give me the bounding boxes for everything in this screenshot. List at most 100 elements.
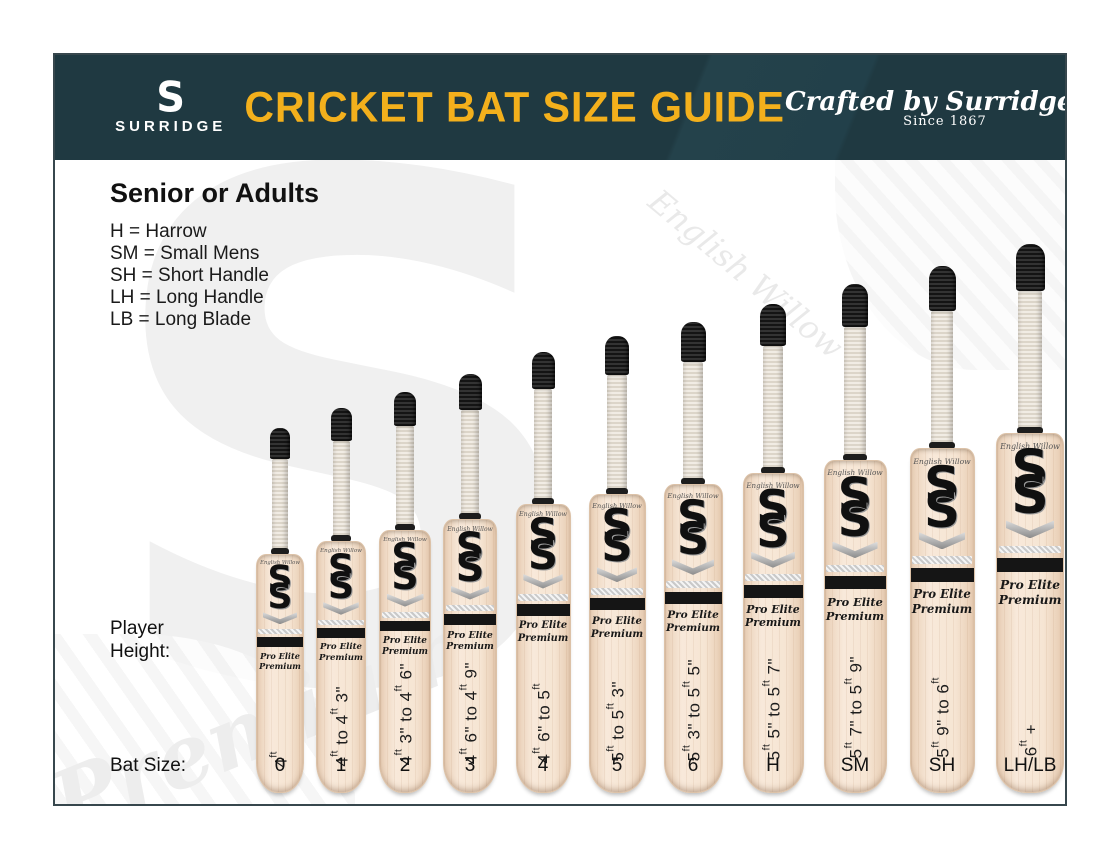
bat-collar <box>394 524 416 531</box>
brand-name: SURRIDGE <box>115 118 227 135</box>
legend-item-long-blade: LB = Long Blade <box>110 309 252 330</box>
bat-handle <box>589 336 646 495</box>
bat-handle <box>743 304 804 474</box>
crafted-script-text: Crafted by Surridge <box>785 86 1067 117</box>
bat-size-label: 2 <box>399 755 411 776</box>
model-name-script: Pro Elite Premium <box>666 609 720 635</box>
species-script: English Willow <box>592 501 642 510</box>
species-script: English Willow <box>383 536 427 543</box>
legend-item-long-handle: LH = Long Handle <box>110 287 264 308</box>
model-line1: Pro Elite <box>383 635 427 646</box>
bat-size-label: SM <box>840 755 870 776</box>
species-script: English Willow <box>447 526 493 534</box>
species-script: English Willow <box>519 511 567 519</box>
bat-size-label: H <box>766 755 780 776</box>
bat-collar <box>760 467 786 474</box>
bat-size-label: 3 <box>464 755 476 776</box>
player-height-caption-line1: Player <box>110 618 164 639</box>
abbreviation-legend: H = Harrow SM = Small Mens SH = Short Ha… <box>110 221 269 331</box>
player-height-caption: Player Height: <box>110 617 170 663</box>
bat-handle <box>316 408 366 542</box>
species-script: English Willow <box>260 560 300 567</box>
legend-item-short-handle: SH = Short Handle <box>110 265 269 286</box>
model-line1: Pro Elite <box>746 602 800 616</box>
black-stripe <box>997 557 1063 573</box>
black-stripe <box>444 614 496 626</box>
model-line1: Pro Elite <box>260 650 300 661</box>
model-name-script: Pro Elite Premium <box>319 642 363 663</box>
model-line1: Pro Elite <box>999 577 1061 592</box>
model-name-script: Pro Elite Premium <box>745 603 801 630</box>
bat-handle-shaft <box>459 410 481 520</box>
species-script: English Willow <box>827 468 883 478</box>
legend-item-small-mens: SM = Small Mens <box>110 243 260 264</box>
model-line1: Pro Elite <box>827 594 883 609</box>
bat-grip-cap <box>531 352 555 389</box>
model-line2: Premium <box>446 641 494 653</box>
bat-size-label: 4 <box>537 755 549 776</box>
bat-size-label: 5 <box>611 755 623 776</box>
bat-grip-cap <box>270 428 290 459</box>
bat-handle-shaft <box>532 389 554 505</box>
bat-collar <box>270 548 290 555</box>
checkered-band <box>998 545 1062 554</box>
model-line1: Pro Elite <box>592 615 642 628</box>
header-bar: S SURRIDGE CRICKET BAT SIZE GUIDE Crafte… <box>55 55 1065 160</box>
checkered-band <box>826 564 884 573</box>
model-line2: Premium <box>517 632 569 644</box>
since-text: Since 1867 <box>903 113 987 129</box>
bat-handle <box>910 266 975 449</box>
bat-handle <box>824 284 887 461</box>
bat-size-caption: Bat Size: <box>110 755 187 776</box>
checkered-band <box>666 581 720 588</box>
section-heading: Senior or Adults <box>110 178 320 208</box>
model-line2: Premium <box>911 601 973 616</box>
page-title: CRICKET BAT SIZE GUIDE <box>244 83 785 131</box>
bat-grip-cap <box>394 392 416 426</box>
bat-handle-shaft <box>842 327 868 461</box>
player-height-label: 5ft 3" to 5ft 5" <box>681 658 704 762</box>
model-name-script: Pro Elite Premium <box>591 615 643 640</box>
bat-collar <box>532 498 554 505</box>
bat-collar <box>929 442 955 449</box>
bat-handle-shaft <box>270 459 290 555</box>
bat-grip-cap <box>928 266 956 311</box>
player-height-label: 4ft 6" to 4ft 9" <box>458 662 481 765</box>
poster-frame: S SURRIDGE CRICKET BAT SIZE GUIDE Crafte… <box>53 53 1067 806</box>
bat-handle <box>516 352 571 505</box>
checkered-band <box>381 611 429 618</box>
checkered-band <box>745 574 801 582</box>
model-line1: Pro Elite <box>447 629 493 641</box>
model-line1: Pro Elite <box>518 620 568 632</box>
bat-size-label: 6 <box>687 755 699 776</box>
checkered-band <box>518 594 568 601</box>
bat-handle-shaft <box>394 426 416 531</box>
bat-handle-shaft <box>1016 291 1044 434</box>
model-line2: Premium <box>666 621 720 634</box>
model-line1: Pro Elite <box>667 608 719 621</box>
bat-size-label: SH <box>928 755 956 776</box>
bat-grip-cap <box>458 374 482 410</box>
bat-size-label: LH/LB <box>1003 755 1057 776</box>
player-height-caption-line2: Height: <box>110 641 171 662</box>
bat-handle <box>256 428 304 555</box>
